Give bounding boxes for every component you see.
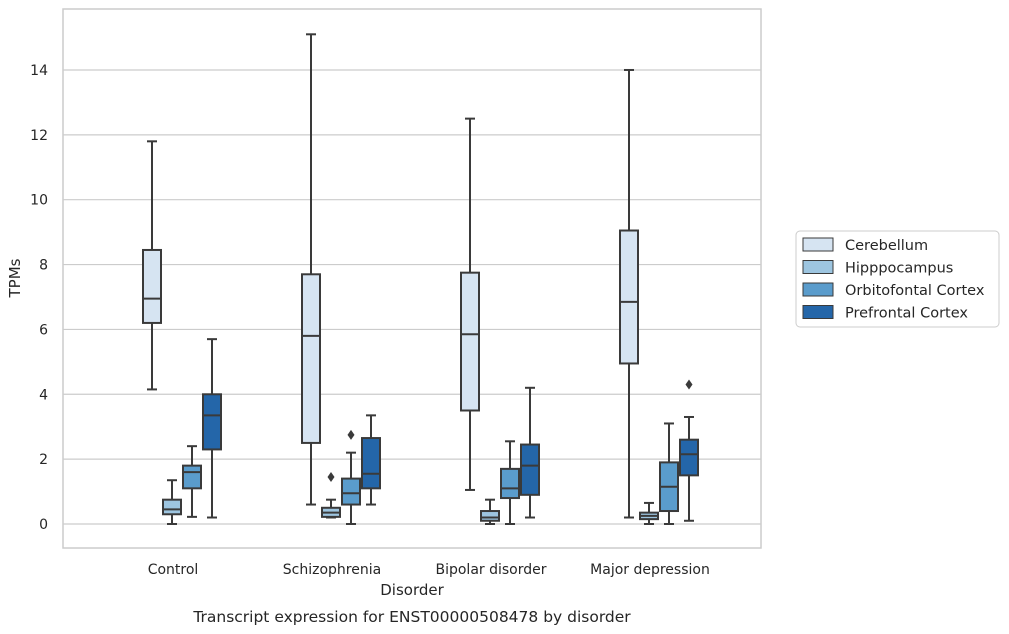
y-tick-label: 2	[39, 452, 48, 468]
legend-swatch	[802, 282, 834, 297]
x-tick-labels: Control Schizophrenia Bipolar disorder Majo…	[148, 562, 710, 578]
box-body	[480, 510, 500, 522]
y-tick-label: 0	[39, 517, 48, 533]
x-tick-label: Control	[148, 562, 199, 578]
x-tick-label: Bipolar disorder	[435, 562, 546, 578]
legend-swatch	[802, 237, 834, 252]
box-hipppocampus	[639, 501, 659, 525]
box-body	[361, 437, 381, 490]
y-tick-label: 14	[30, 63, 48, 79]
box-cerebellum	[460, 117, 480, 491]
outlier-marker	[685, 379, 693, 390]
legend-frame	[795, 230, 1000, 328]
legend-swatch	[802, 305, 834, 319]
box-body	[460, 271, 480, 412]
box-body	[500, 467, 520, 500]
x-axis-title: Disorder	[380, 581, 444, 599]
box-prefrontal-cortex	[202, 338, 222, 519]
y-tick-labels: 0 2 4 6 8 10 12 14	[30, 63, 48, 533]
legend-label: Hipppocampus	[845, 261, 953, 277]
x-tick-label: Major depression	[590, 562, 710, 578]
box-body	[182, 464, 202, 490]
plot-background	[63, 9, 761, 548]
outlier-marker	[327, 471, 335, 482]
box-orbitofontal-cortex	[500, 440, 520, 525]
box-hipppocampus	[162, 479, 182, 525]
legend-label: Orbitofontal Cortex	[845, 283, 985, 299]
legend: Cerebellum Hipppocampus Orbitofontal Corte…	[795, 230, 1000, 328]
x-tick-label: Schizophrenia	[283, 562, 381, 578]
box-orbitofontal-cortex	[341, 429, 361, 525]
y-tick-label: 10	[30, 193, 48, 209]
y-tick-label: 6	[39, 322, 48, 338]
box-cerebellum	[301, 33, 321, 506]
box-body	[202, 393, 222, 451]
box-cerebellum	[142, 140, 162, 391]
y-tick-label: 12	[30, 128, 48, 144]
box-hipppocampus	[480, 498, 500, 525]
y-tick-label: 4	[39, 387, 48, 403]
box-groups	[142, 33, 699, 525]
box-body	[679, 438, 699, 477]
box-body	[341, 477, 361, 506]
box-body	[619, 229, 639, 365]
box-body	[520, 443, 540, 496]
box-body	[142, 248, 162, 324]
box-body	[162, 498, 182, 516]
legend-label: Cerebellum	[845, 238, 928, 254]
y-axis-title: TPMs	[6, 258, 24, 298]
box-prefrontal-cortex	[361, 414, 381, 506]
chart-caption: Transcript expression for ENST0000050847…	[192, 608, 631, 626]
box-prefrontal-cortex	[679, 379, 699, 522]
box-body	[301, 273, 321, 444]
grid-lines	[63, 69, 761, 525]
box-cerebellum	[619, 68, 639, 519]
legend-swatch	[802, 260, 834, 274]
box-prefrontal-cortex	[520, 386, 540, 519]
box-hipppocampus	[321, 471, 341, 519]
y-tick-label: 8	[39, 258, 48, 274]
plot-frame	[62, 8, 762, 549]
legend-label: Prefrontal Cortex	[845, 306, 968, 322]
box-orbitofontal-cortex	[182, 445, 202, 518]
box-orbitofontal-cortex	[659, 422, 679, 525]
outlier-marker	[347, 429, 355, 440]
